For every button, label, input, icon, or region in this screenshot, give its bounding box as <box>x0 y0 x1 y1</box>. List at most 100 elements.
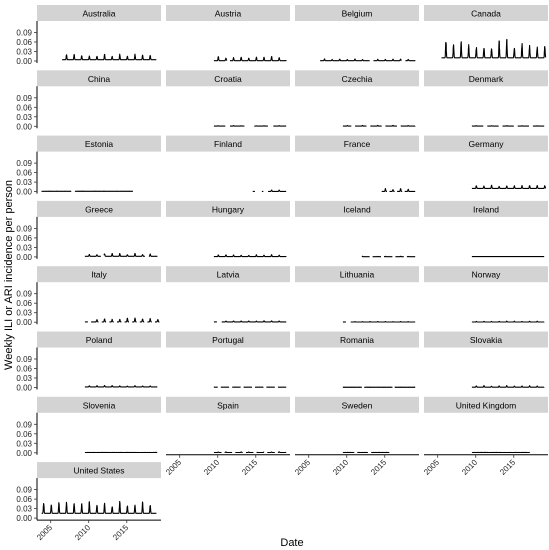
facet-strip <box>424 200 548 217</box>
facet-panel-estonia: Estonia 0.000.030.060.09 <box>16 135 161 197</box>
facet-strip <box>424 266 548 283</box>
x-tick-label: 2015 <box>240 457 259 476</box>
facet-strip <box>295 5 419 21</box>
facet-strip-label: Romania <box>340 335 374 345</box>
facet-strip-label: Denmark <box>469 74 504 84</box>
series-line <box>101 318 107 323</box>
facet-strip <box>37 70 161 87</box>
facet-strip <box>295 70 419 87</box>
series-line <box>342 125 352 127</box>
series-line <box>404 188 416 192</box>
facet-strip-label: Czechia <box>342 74 373 84</box>
x-tick-label: 2015 <box>498 457 517 476</box>
series-line <box>267 189 287 192</box>
y-tick-label: 0.03 <box>16 505 32 514</box>
facet-strip <box>37 331 161 348</box>
facet-strip <box>295 135 419 152</box>
facet-strip <box>37 200 161 217</box>
y-tick-label: 0.06 <box>16 365 32 374</box>
facet-strip-label: Slovakia <box>470 335 502 345</box>
y-tick-label: 0.09 <box>16 159 32 168</box>
facet-panel-canada: Canada <box>424 5 548 59</box>
facet-strip-label: Belgium <box>342 9 373 19</box>
series-line <box>389 189 396 192</box>
facet-panel-italy: Italy 0.000.030.060.09 <box>16 266 161 327</box>
facet-strip <box>295 396 419 413</box>
y-tick-label: 0.06 <box>16 430 32 439</box>
x-tick-label: 2015 <box>369 457 388 476</box>
series-line <box>350 320 416 323</box>
facet-strip-label: Lithuania <box>340 270 375 280</box>
y-tick-label: 0.09 <box>16 224 32 233</box>
facet-panel-slovenia: Slovenia 0.000.030.060.09 <box>16 396 161 458</box>
series-line <box>213 254 287 258</box>
y-tick-label: 0.06 <box>16 103 32 112</box>
y-tick-label: 0.06 <box>16 234 32 243</box>
facet-strip <box>37 396 161 413</box>
series-line <box>256 451 265 454</box>
facet-strip-label: Slovenia <box>83 400 116 410</box>
series-line <box>131 317 137 323</box>
facet-panel-austria: Austria <box>166 5 290 62</box>
y-tick-label: 0.09 <box>16 486 32 495</box>
facet-strip <box>424 70 548 87</box>
facet-strip <box>166 331 290 348</box>
series-line <box>103 252 146 257</box>
facet-strip-label: Austria <box>215 9 242 19</box>
series-line <box>116 318 122 323</box>
facet-panel-spain: Spain 2005 2010 2015 <box>164 396 290 477</box>
series-line <box>146 318 153 323</box>
x-tick-label: 2015 <box>111 523 130 542</box>
facet-strip <box>424 331 548 348</box>
facet-strip-label: Italy <box>91 270 107 280</box>
x-axis-title: Date <box>280 537 303 549</box>
series-line <box>229 55 287 62</box>
facet-strip-label: Canada <box>471 9 501 19</box>
facet-strip-label: United Kingdom <box>456 400 516 410</box>
y-axis-title: Weekly ILI or ARI incidence per person <box>3 180 15 370</box>
x-tick-label: 2005 <box>35 523 54 542</box>
y-tick-label: 0.00 <box>16 449 32 458</box>
facet-strip <box>166 70 290 87</box>
facet-panel-hungary: Hungary <box>166 200 290 258</box>
series-line <box>373 58 402 62</box>
y-tick-label: 0.06 <box>16 38 32 47</box>
y-tick-label: 0.03 <box>16 243 32 252</box>
facet-strip-label: Australia <box>82 9 115 19</box>
facet-strip <box>166 5 290 21</box>
facet-strip-label: Ireland <box>473 204 499 214</box>
facet-panel-latvia: Latvia <box>166 266 290 323</box>
y-tick-label: 0.03 <box>16 113 32 122</box>
facet-strip-label: Germany <box>469 139 505 149</box>
y-tick-label: 0.03 <box>16 439 32 448</box>
series-line <box>471 385 545 388</box>
facet-panel-poland: Poland 0.000.030.060.09 <box>16 331 161 393</box>
facet-strip-label: Latvia <box>217 270 240 280</box>
facet-panel-germany: Germany <box>424 135 548 189</box>
facet-panel-finland: Finland <box>166 135 290 192</box>
facet-panel-norway: Norway <box>424 266 548 323</box>
y-tick-label: 0.09 <box>16 290 32 299</box>
series-line <box>90 319 99 323</box>
facet-panel-greece: Greece 0.000.030.060.09 <box>16 200 161 262</box>
facet-strip-label: Poland <box>86 335 113 345</box>
facet-panel-belgium: Belgium <box>295 5 419 62</box>
facet-strip-label: China <box>88 74 110 84</box>
facet-strip-label: Estonia <box>85 139 114 149</box>
series-line <box>84 253 102 257</box>
facet-strip <box>424 135 548 152</box>
facet-panel-china: China 0.000.030.060.09 <box>16 70 161 131</box>
series-line <box>381 187 388 192</box>
y-tick-label: 0.00 <box>16 253 32 262</box>
y-tick-label: 0.03 <box>16 309 32 318</box>
x-tick-label: 2005 <box>422 457 441 476</box>
y-tick-label: 0.09 <box>16 94 32 103</box>
facet-strip-label: Sweden <box>342 400 373 410</box>
facet-strip-label: United States <box>73 466 124 476</box>
facet-panel-iceland: Iceland <box>295 200 419 258</box>
facet-strip-label: Iceland <box>343 204 371 214</box>
facet-strip-label: Greece <box>85 204 113 214</box>
series-line <box>441 38 547 59</box>
series-line <box>234 451 244 454</box>
